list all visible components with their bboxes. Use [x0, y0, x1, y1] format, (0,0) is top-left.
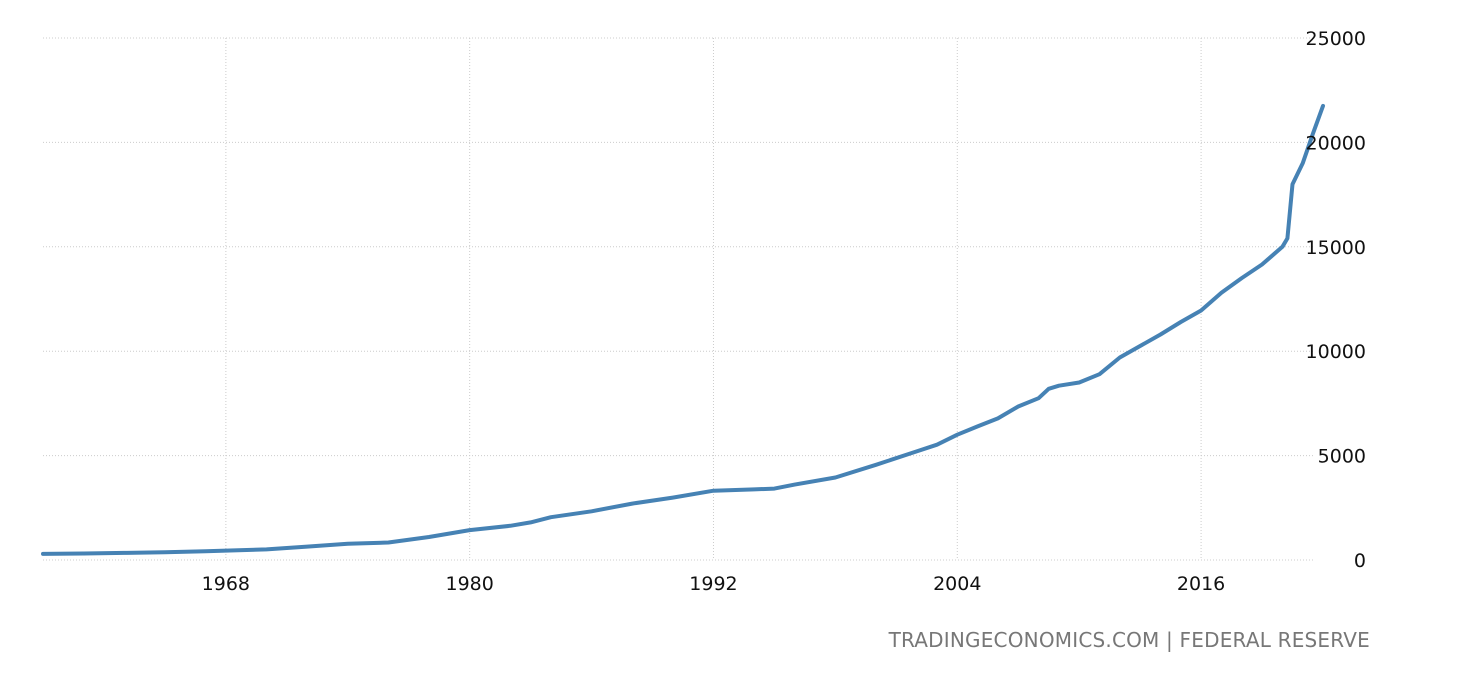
y-tick-label: 0 — [1354, 550, 1366, 572]
y-tick-label: 15000 — [1306, 237, 1366, 259]
x-tick-label: 1980 — [445, 573, 493, 595]
tick-labels: 0 5000 10000 15000 20000 25000 1968 1980 1992 200… — [202, 28, 1366, 595]
series-line — [41, 103, 1325, 556]
x-tick-label: 1968 — [202, 573, 250, 595]
y-tick-label: 5000 — [1318, 446, 1366, 468]
source-attribution: TRADINGECONOMICS.COM | FEDERAL RESERVE — [888, 628, 1370, 652]
y-tick-label: 20000 — [1306, 132, 1366, 154]
x-tick-label: 2016 — [1177, 573, 1225, 595]
y-tick-label: 25000 — [1306, 28, 1366, 50]
series-layer — [41, 103, 1325, 556]
x-tick-label: 2004 — [933, 573, 981, 595]
x-tick-label: 1992 — [689, 573, 737, 595]
gridlines — [43, 37, 1315, 561]
y-tick-label: 10000 — [1306, 341, 1366, 363]
